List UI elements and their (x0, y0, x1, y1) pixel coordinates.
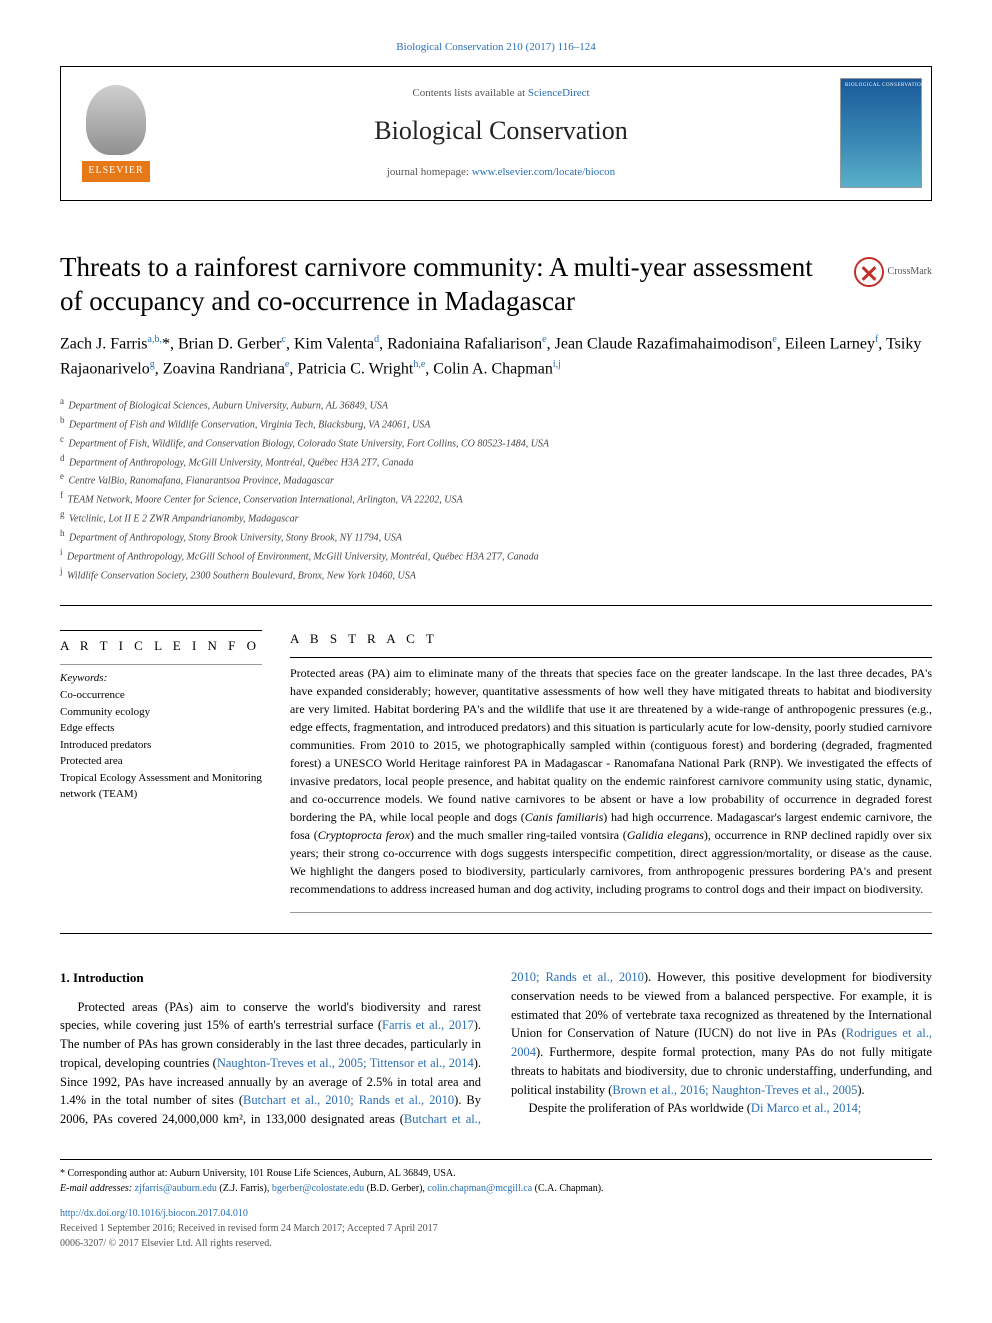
text: (Z.J. Farris), (217, 1183, 272, 1194)
cover-thumbnail-icon (840, 78, 922, 188)
abstract-text: Protected areas (PA) aim to eliminate ma… (290, 657, 932, 898)
keyword-item: Introduced predators (60, 737, 262, 754)
copyright-text: 0006-3207/ © 2017 Elsevier Ltd. All righ… (60, 1238, 272, 1249)
affiliation-item: j Wildlife Conservation Society, 2300 So… (60, 565, 932, 584)
affiliation-item: c Department of Fish, Wildlife, and Cons… (60, 433, 932, 452)
journal-cover (831, 67, 931, 200)
divider (60, 933, 932, 934)
author-list: Zach J. Farrisa,b,*, Brian D. Gerberc, K… (60, 332, 932, 381)
footnotes: * Corresponding author at: Auburn Univer… (60, 1159, 932, 1196)
corresponding-author: * Corresponding author at: Auburn Univer… (60, 1166, 932, 1181)
citation-link[interactable]: Di Marco et al., 2014; (751, 1101, 861, 1115)
affiliation-item: d Department of Anthropology, McGill Uni… (60, 452, 932, 471)
crossmark-icon (854, 257, 884, 287)
crossmark-label: CrossMark (888, 265, 932, 280)
top-citation: Biological Conservation 210 (2017) 116–1… (60, 40, 932, 56)
keyword-item: Edge effects (60, 720, 262, 737)
email-label: E-mail addresses: (60, 1183, 135, 1194)
citation-link[interactable]: Brown et al., 2016; Naughton-Treves et a… (612, 1083, 857, 1097)
homepage-link[interactable]: www.elsevier.com/locate/biocon (472, 166, 615, 178)
affiliation-item: f TEAM Network, Moore Center for Science… (60, 489, 932, 508)
sciencedirect-link[interactable]: ScienceDirect (528, 87, 590, 99)
homepage-text: journal homepage: (387, 166, 472, 178)
email-link[interactable]: zjfarris@auburn.edu (135, 1183, 217, 1194)
email-link[interactable]: colin.chapman@mcgill.ca (427, 1183, 532, 1194)
citation-link[interactable]: Butchart et al., 2010; Rands et al., 201… (243, 1093, 454, 1107)
article-info-column: A R T I C L E I N F O Keywords: Co-occur… (60, 630, 290, 913)
article-info-head: A R T I C L E I N F O (60, 630, 262, 656)
history-text: Received 1 September 2016; Received in r… (60, 1223, 438, 1234)
text: areas ( (369, 1112, 404, 1126)
text: (B.D. Gerber), (364, 1183, 427, 1194)
doi-link[interactable]: http://dx.doi.org/10.1016/j.biocon.2017.… (60, 1208, 248, 1219)
crossmark-badge[interactable]: CrossMark (854, 257, 932, 287)
top-citation-link[interactable]: Biological Conservation 210 (2017) 116–1… (396, 41, 595, 53)
divider (60, 664, 262, 665)
keyword-item: Community ecology (60, 704, 262, 721)
affiliation-item: i Department of Anthropology, McGill Sch… (60, 546, 932, 565)
intro-heading: 1. Introduction (60, 968, 481, 988)
affiliation-item: h Department of Anthropology, Stony Broo… (60, 527, 932, 546)
header-center: Contents lists available at ScienceDirec… (171, 67, 831, 200)
divider (290, 912, 932, 913)
article-title: Threats to a rainforest carnivore commun… (60, 251, 834, 319)
elsevier-label: ELSEVIER (82, 161, 149, 182)
keyword-item: Tropical Ecology Assessment and Monitori… (60, 770, 262, 803)
journal-homepage-line: journal homepage: www.elsevier.com/locat… (171, 165, 831, 181)
text: Despite the proliferation of PAs worldwi… (529, 1101, 751, 1115)
email-link[interactable]: bgerber@colostate.edu (272, 1183, 364, 1194)
abstract-column: A B S T R A C T Protected areas (PA) aim… (290, 630, 932, 913)
abstract-head: A B S T R A C T (290, 630, 932, 649)
intro-paragraph: Despite the proliferation of PAs worldwi… (511, 1099, 932, 1118)
journal-name: Biological Conservation (171, 112, 831, 150)
body-columns: 1. Introduction Protected areas (PAs) ai… (60, 968, 932, 1129)
keywords-label: Keywords: (60, 671, 262, 687)
citation-link[interactable]: Naughton-Treves et al., 2005; Tittensor … (217, 1056, 474, 1070)
doi-block: http://dx.doi.org/10.1016/j.biocon.2017.… (60, 1206, 932, 1251)
affiliation-item: a Department of Biological Sciences, Aub… (60, 395, 932, 414)
elsevier-logo: ELSEVIER (61, 67, 171, 200)
text: (C.A. Chapman). (532, 1183, 603, 1194)
affiliation-item: e Centre ValBio, Ranomafana, Fianarantso… (60, 470, 932, 489)
affiliation-item: g Vetclinic, Lot II E 2 ZWR Ampandrianom… (60, 508, 932, 527)
keyword-item: Co-occurrence (60, 687, 262, 704)
affiliation-item: b Department of Fish and Wildlife Conser… (60, 414, 932, 433)
text: ). (857, 1083, 864, 1097)
journal-header: ELSEVIER Contents lists available at Sci… (60, 66, 932, 201)
keyword-item: Protected area (60, 753, 262, 770)
citation-link[interactable]: Farris et al., 2017 (382, 1018, 474, 1032)
keywords-list: Co-occurrenceCommunity ecologyEdge effec… (60, 687, 262, 803)
email-line: E-mail addresses: zjfarris@auburn.edu (Z… (60, 1181, 932, 1196)
divider (60, 605, 932, 606)
elsevier-tree-icon (86, 85, 146, 155)
contents-text: Contents lists available at (412, 87, 527, 99)
affiliation-list: a Department of Biological Sciences, Aub… (60, 395, 932, 583)
contents-list-line: Contents lists available at ScienceDirec… (171, 86, 831, 102)
